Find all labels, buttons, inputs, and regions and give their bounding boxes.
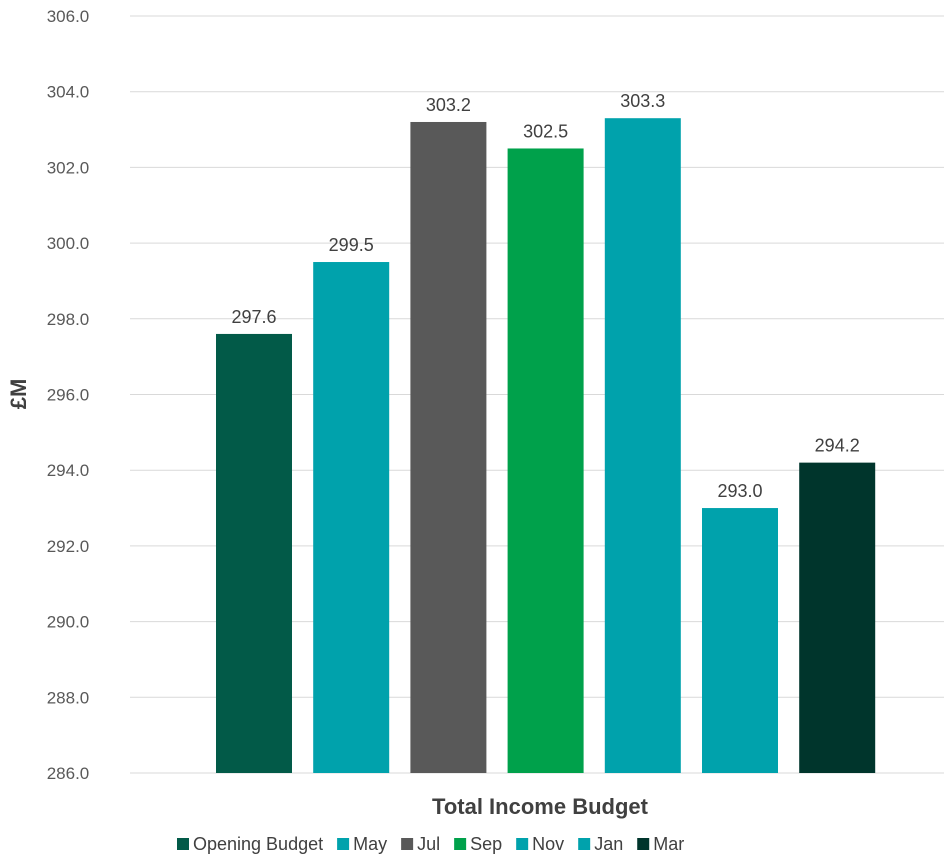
legend-swatch [337,838,350,850]
y-tick-label: 302.0 [47,158,90,177]
data-label: 302.5 [523,121,568,141]
legend-item-nov: Nov [516,834,564,854]
legend: Opening Budget May Jul Sep Nov Jan Mar [177,834,684,854]
y-tick-label: 294.0 [47,461,90,480]
bar-jul [410,121,487,774]
legend-swatch [516,838,529,850]
legend-label: Mar [653,834,684,854]
bar-nov [604,118,681,773]
legend-swatch [454,838,467,850]
y-tick-label: 306.0 [47,7,90,26]
legend-swatch [177,838,189,850]
data-label: 293.0 [717,481,762,501]
legend-label: Sep [470,834,502,854]
y-tick-label: 298.0 [47,310,90,329]
bar-sep [507,148,584,774]
legend-label: Jul [417,834,440,854]
y-tick-label: 300.0 [47,234,90,253]
bar-may [313,262,390,773]
bars [216,118,876,774]
data-labels: 297.6 299.5 303.2 302.5 303.3 293.0 294.2 [231,91,859,501]
legend-label: Jan [594,834,623,854]
y-tick-label: 290.0 [47,613,90,632]
legend-item-sep: Sep [454,834,502,854]
y-tick-label: 292.0 [47,537,90,556]
legend-label: Nov [532,834,564,854]
y-tick-label: 304.0 [47,83,90,102]
legend-item-jan: Jan [578,834,623,854]
legend-item-may: May [337,834,387,854]
data-label: 299.5 [329,235,374,255]
legend-label: May [353,834,387,854]
y-axis-ticks: 286.0 288.0 290.0 292.0 294.0 296.0 298.0 300.0… [47,7,90,783]
y-axis-label: £M [6,379,31,410]
legend-item-jul: Jul [401,834,440,854]
legend-swatch [637,838,650,850]
legend-item-mar: Mar [637,834,684,854]
bar-opening-budget [216,333,292,773]
data-label: 294.2 [815,436,860,456]
legend-swatch [578,838,591,850]
data-label: 297.6 [231,307,276,327]
legend-item-opening-budget: Opening Budget [177,834,323,854]
legend-label: Opening Budget [193,834,323,854]
data-label: 303.3 [620,91,665,111]
y-tick-label: 288.0 [47,688,90,707]
data-label: 303.2 [426,95,471,115]
y-tick-label: 286.0 [47,764,90,783]
legend-swatch [401,838,414,850]
x-axis-label: Total Income Budget [432,794,649,819]
y-tick-label: 296.0 [47,386,90,405]
bar-mar [799,462,876,773]
bar-jan [702,508,778,773]
